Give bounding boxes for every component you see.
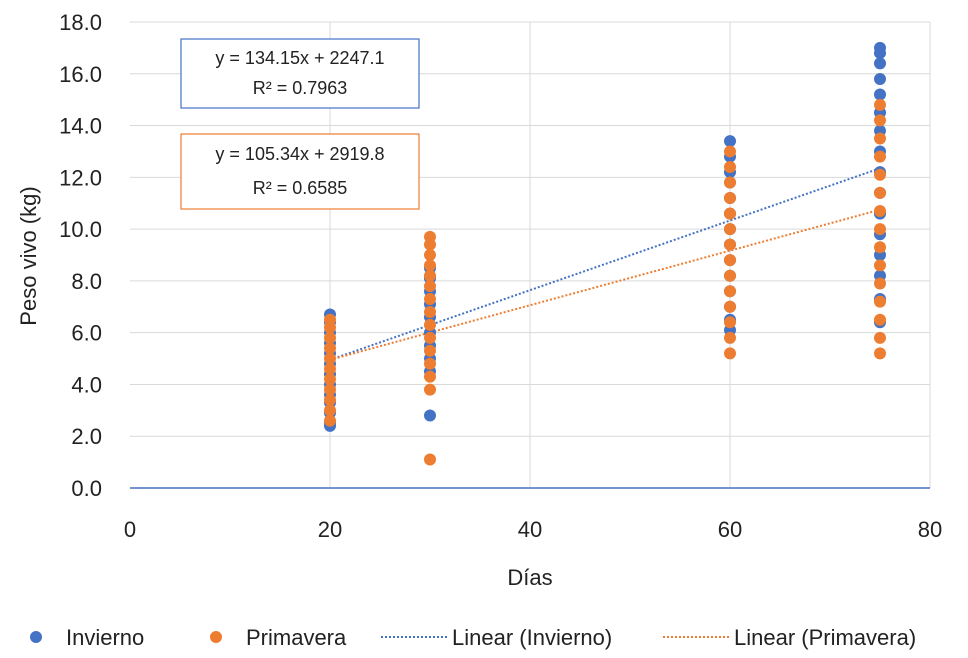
point-primavera bbox=[874, 186, 886, 199]
x-axis-title: Días bbox=[507, 565, 552, 590]
legend-label-invierno: Invierno bbox=[66, 625, 144, 650]
point-primavera bbox=[874, 223, 886, 236]
point-primavera bbox=[324, 313, 336, 326]
point-primavera bbox=[724, 192, 736, 205]
x-axis-ticks: 0 20 40 60 80 bbox=[124, 517, 942, 542]
trendlines bbox=[329, 167, 881, 361]
x-tick-label: 0 bbox=[124, 517, 136, 542]
point-primavera bbox=[724, 160, 736, 173]
point-invierno bbox=[874, 57, 886, 70]
y-axis-title: Peso vivo (kg) bbox=[16, 186, 41, 325]
point-primavera bbox=[424, 280, 436, 293]
point-primavera bbox=[874, 132, 886, 145]
y-tick-label: 16.0 bbox=[59, 62, 102, 87]
point-primavera bbox=[424, 230, 436, 243]
point-primavera bbox=[424, 370, 436, 383]
r2-invierno: R² = 0.7963 bbox=[253, 78, 348, 98]
point-primavera bbox=[724, 223, 736, 236]
point-primavera bbox=[874, 150, 886, 163]
point-primavera bbox=[724, 300, 736, 313]
point-primavera bbox=[324, 414, 336, 427]
point-primavera bbox=[424, 318, 436, 331]
equation-box-invierno: y = 134.15x + 2247.1 R² = 0.7963 bbox=[180, 38, 420, 109]
equation-box-primavera: y = 105.34x + 2919.8 R² = 0.6585 bbox=[180, 133, 420, 210]
point-primavera bbox=[724, 269, 736, 282]
trendline-invierno bbox=[329, 167, 881, 361]
point-primavera bbox=[724, 285, 736, 298]
point-primavera bbox=[324, 331, 336, 344]
legend-label-primavera: Primavera bbox=[246, 625, 347, 650]
y-tick-label: 2.0 bbox=[71, 424, 102, 449]
equation-invierno: y = 134.15x + 2247.1 bbox=[215, 48, 384, 68]
y-tick-label: 0.0 bbox=[71, 476, 102, 501]
point-primavera bbox=[424, 331, 436, 344]
y-tick-label: 12.0 bbox=[59, 165, 102, 190]
point-primavera bbox=[424, 249, 436, 261]
x-tick-label: 80 bbox=[918, 517, 942, 542]
legend-marker-invierno bbox=[30, 631, 42, 643]
point-invierno bbox=[724, 135, 736, 148]
point-primavera bbox=[424, 305, 436, 318]
point-primavera bbox=[724, 207, 736, 220]
equation-box-invierno-frame bbox=[180, 38, 420, 109]
point-primavera bbox=[874, 277, 886, 290]
point-primavera bbox=[324, 373, 336, 386]
point-primavera bbox=[874, 98, 886, 111]
x-tick-label: 60 bbox=[718, 517, 742, 542]
y-tick-label: 18.0 bbox=[59, 10, 102, 35]
point-primavera bbox=[424, 344, 436, 357]
x-tick-label: 20 bbox=[318, 517, 342, 542]
equation-primavera: y = 105.34x + 2919.8 bbox=[215, 144, 384, 164]
point-primavera bbox=[724, 347, 736, 360]
point-primavera bbox=[324, 383, 336, 396]
point-primavera bbox=[424, 383, 436, 396]
point-primavera bbox=[724, 176, 736, 189]
point-primavera bbox=[724, 254, 736, 267]
point-primavera bbox=[424, 259, 436, 272]
point-primavera bbox=[424, 357, 436, 370]
point-primavera bbox=[324, 393, 336, 406]
point-primavera bbox=[724, 238, 736, 251]
point-primavera bbox=[874, 241, 886, 254]
point-primavera bbox=[424, 293, 436, 306]
point-primavera bbox=[874, 168, 886, 181]
point-primavera bbox=[324, 404, 336, 417]
data-points bbox=[324, 41, 886, 466]
equation-box-primavera-frame bbox=[180, 133, 420, 210]
point-primavera bbox=[324, 362, 336, 375]
y-tick-label: 4.0 bbox=[71, 372, 102, 397]
y-tick-label: 8.0 bbox=[71, 269, 102, 294]
point-primavera bbox=[874, 331, 886, 344]
legend-marker-primavera bbox=[210, 631, 222, 643]
point-primavera bbox=[324, 352, 336, 365]
trendline-primavera bbox=[329, 208, 881, 361]
y-axis-ticks: 0.0 2.0 4.0 6.0 8.0 10.0 12.0 14.0 16.0 18.0 bbox=[59, 10, 102, 501]
legend-label-linear-invierno: Linear (Invierno) bbox=[452, 625, 612, 650]
point-primavera bbox=[724, 331, 736, 344]
x-tick-label: 40 bbox=[518, 517, 542, 542]
point-primavera bbox=[874, 259, 886, 272]
r2-primavera: R² = 0.6585 bbox=[253, 178, 348, 198]
point-invierno bbox=[874, 72, 886, 85]
point-primavera bbox=[874, 295, 886, 308]
legend: Invierno Primavera Linear (Invierno) Lin… bbox=[30, 625, 916, 650]
point-primavera bbox=[874, 313, 886, 326]
point-primavera bbox=[424, 453, 436, 466]
legend-label-linear-primavera: Linear (Primavera) bbox=[734, 625, 916, 650]
point-invierno bbox=[424, 409, 436, 422]
y-tick-label: 14.0 bbox=[59, 114, 102, 139]
y-tick-label: 6.0 bbox=[71, 321, 102, 346]
point-primavera bbox=[874, 114, 886, 127]
point-primavera bbox=[724, 145, 736, 158]
y-tick-label: 10.0 bbox=[59, 217, 102, 242]
point-primavera bbox=[424, 269, 436, 282]
point-invierno bbox=[874, 41, 886, 54]
point-invierno bbox=[874, 88, 886, 101]
point-primavera bbox=[874, 204, 886, 217]
point-primavera bbox=[874, 347, 886, 360]
point-primavera bbox=[724, 316, 736, 329]
point-primavera bbox=[324, 342, 336, 355]
